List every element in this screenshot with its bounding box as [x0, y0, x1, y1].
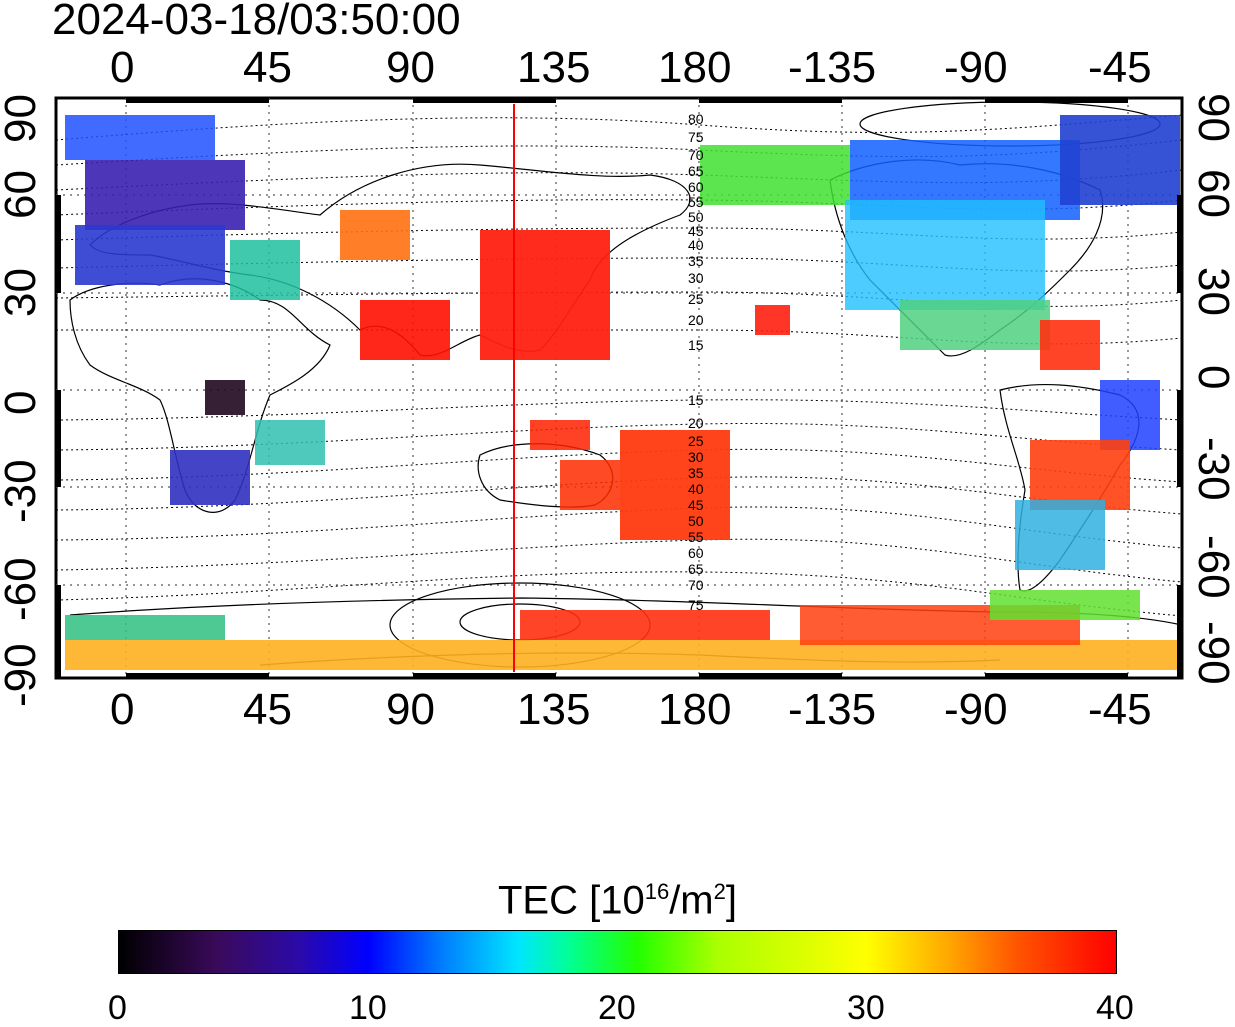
bottom-lon-label: -90 [944, 685, 1008, 734]
contour-label-s: 75 [688, 597, 704, 613]
left-lat-label: -90 [0, 643, 45, 707]
map-timestamp: 2024-03-18/03:50:00 [52, 0, 461, 44]
contour-label-n: 50 [688, 209, 704, 225]
colorbar-title-text: TEC [10 [497, 878, 645, 923]
colorbar [118, 930, 1117, 974]
right-lat-label: -60 [1189, 535, 1235, 599]
contour-label-n: 35 [688, 253, 704, 269]
contour-label-n: 15 [688, 337, 704, 353]
axis-tick-marks [56, 98, 1182, 678]
colorbar-tick-label: 10 [349, 989, 387, 1027]
contour-label-s: 50 [688, 513, 704, 529]
tec-data-patches [65, 115, 1180, 670]
contour-label-s: 35 [688, 465, 704, 481]
colorbar-title-unit: /m [669, 878, 714, 923]
left-lat-label: 90 [0, 94, 45, 143]
tec-map: 80 75 70 65 60 55 50 45 40 35 30 25 20 1… [54, 96, 1184, 680]
contour-label-n: 60 [688, 179, 704, 195]
contour-label-s: 70 [688, 577, 704, 593]
contour-labels: 80 75 70 65 60 55 50 45 40 35 30 25 20 1… [688, 111, 704, 613]
top-lon-label: -90 [944, 43, 1008, 92]
colorbar-tick-label: 20 [598, 989, 636, 1027]
right-lat-label: -90 [1189, 621, 1235, 685]
colorbar-tick-label: 0 [108, 989, 127, 1027]
top-lon-label: 90 [386, 43, 435, 92]
top-lon-label: 0 [110, 43, 135, 92]
right-lat-label: 0 [1189, 365, 1235, 390]
contour-label-n: 70 [688, 147, 704, 163]
colorbar-title-close: ] [725, 878, 737, 923]
contour-label-n: 55 [688, 194, 704, 210]
colorbar-title-exponent2: 2 [713, 879, 726, 904]
contour-label-n: 20 [688, 312, 704, 328]
right-lat-label: -30 [1189, 437, 1235, 501]
right-lat-label: 60 [1189, 169, 1235, 218]
bottom-lon-label: 180 [658, 685, 732, 734]
contour-label-n: 25 [688, 291, 704, 307]
contour-label-s: 45 [688, 497, 704, 513]
bottom-lon-label: 135 [517, 685, 591, 734]
contour-label-n: 65 [688, 163, 704, 179]
contour-label-s: 55 [688, 529, 704, 545]
bottom-lon-label: -45 [1088, 685, 1152, 734]
right-lat-label: 30 [1189, 267, 1235, 316]
contour-label-n: 30 [688, 270, 704, 286]
contour-label-n: 45 [688, 223, 704, 239]
contour-label-n: 40 [688, 237, 704, 253]
contour-label-n: 75 [688, 129, 704, 145]
contour-label-n: 80 [688, 111, 704, 127]
left-lat-label: -30 [0, 459, 45, 523]
top-lon-label: 135 [517, 43, 591, 92]
contour-label-s: 60 [688, 545, 704, 561]
bottom-lon-label: -135 [788, 685, 877, 734]
contour-label-s: 30 [688, 449, 704, 465]
left-lat-label: 30 [0, 268, 45, 317]
colorbar-tick-label: 30 [847, 989, 885, 1027]
contour-label-s: 20 [688, 415, 704, 431]
bottom-lon-label: 90 [386, 685, 435, 734]
bottom-lon-label: 45 [243, 685, 292, 734]
colorbar-title: TEC [1016/m2] [0, 868, 1235, 924]
top-lon-label: -135 [788, 43, 877, 92]
bottom-lon-label: 0 [110, 685, 135, 734]
left-lat-label: 60 [0, 170, 45, 219]
colorbar-title-exponent: 16 [644, 879, 670, 904]
contour-label-s: 25 [688, 433, 704, 449]
contour-label-s: 65 [688, 561, 704, 577]
contour-label-s: 40 [688, 481, 704, 497]
contour-label-s: 15 [688, 392, 704, 408]
top-lon-label: -45 [1088, 43, 1152, 92]
left-lat-label: -60 [0, 557, 45, 621]
top-lon-label: 45 [243, 43, 292, 92]
left-lat-label: 0 [0, 390, 45, 415]
top-lon-label: 180 [658, 43, 732, 92]
right-lat-label: 90 [1189, 93, 1235, 142]
colorbar-tick-label: 40 [1096, 989, 1134, 1027]
